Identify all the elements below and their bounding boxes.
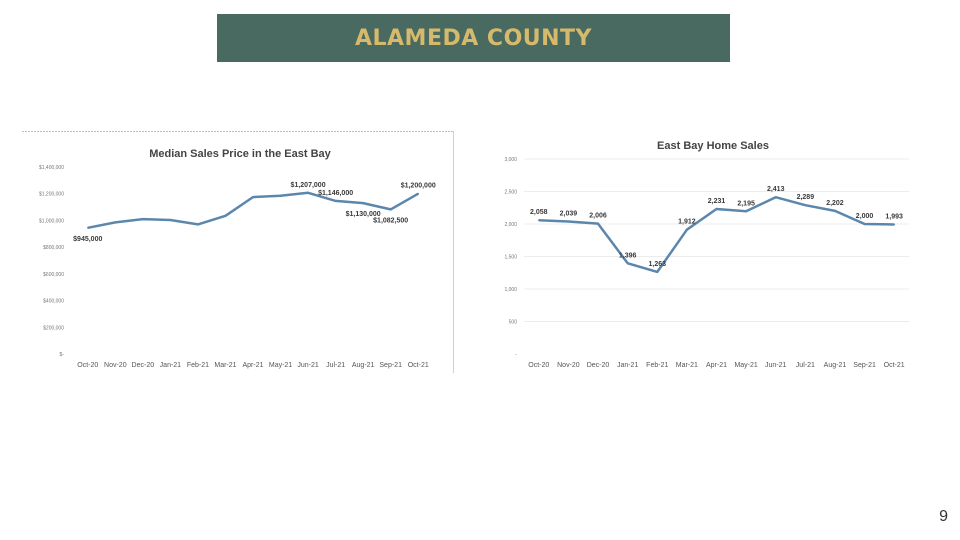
data-label: 2,058	[530, 209, 548, 216]
data-point	[389, 208, 392, 211]
x-tick-label: Jun-21	[297, 362, 319, 369]
data-point	[417, 192, 420, 195]
data-label: 1,912	[678, 219, 696, 226]
data-label: 1,396	[619, 252, 637, 259]
x-tick-label: Jun-21	[765, 362, 787, 369]
home-sales-chart: East Bay Home Sales - 500 1,000 1,500 2,000 2…	[504, 140, 909, 369]
data-point	[597, 222, 599, 225]
x-tick-label: Jul-21	[326, 362, 345, 369]
data-label: 2,000	[856, 213, 874, 220]
data-point	[252, 196, 254, 198]
data-point	[169, 219, 172, 221]
data-point	[863, 223, 866, 225]
data-label: $1,207,000	[291, 182, 326, 189]
data-point	[686, 228, 688, 231]
data-label: 2,195	[737, 200, 755, 207]
data-label: $1,082,500	[373, 217, 408, 224]
x-tick-label: Oct-20	[77, 362, 98, 369]
x-tick-label: Sep-21	[853, 362, 876, 369]
x-tick-label: Dec-20	[132, 362, 155, 369]
data-point	[774, 196, 777, 198]
data-label: $1,130,000	[346, 211, 381, 218]
data-label: 2,289	[797, 194, 815, 201]
x-tick-label: Nov-20	[104, 362, 127, 369]
x-tick-label: Oct-21	[884, 362, 905, 369]
data-label: 1,993	[885, 213, 903, 220]
y-tick-label: $400,000	[43, 299, 64, 305]
data-label: 2,413	[767, 186, 785, 193]
x-tick-label: May-21	[269, 362, 292, 369]
x-tick-label: Feb-21	[646, 362, 668, 369]
x-tick-label: Oct-21	[408, 362, 429, 369]
x-tick-label: Jul-21	[796, 362, 815, 369]
x-tick-label: Aug-21	[824, 362, 847, 369]
data-label: 2,039	[560, 210, 578, 217]
data-point	[307, 191, 309, 194]
data-point	[715, 208, 718, 210]
x-tick-label: May-21	[734, 362, 757, 369]
x-tick-label: Mar-21	[214, 362, 236, 369]
x-tick-label: Mar-21	[676, 362, 698, 369]
data-point	[745, 210, 747, 213]
data-point	[224, 214, 227, 217]
data-point	[567, 220, 570, 223]
chart-title: Median Sales Price in the East Bay	[149, 148, 331, 160]
data-point	[334, 200, 337, 202]
x-tick-label: Apr-21	[242, 362, 263, 369]
y-tick-label: 1,500	[504, 255, 517, 261]
data-point	[656, 271, 659, 273]
x-tick-label: Apr-21	[706, 362, 727, 369]
y-tick-label: $600,000	[43, 272, 64, 278]
data-label: $1,146,000	[318, 190, 353, 197]
data-point	[626, 262, 629, 265]
x-tick-label: Oct-20	[528, 362, 549, 369]
y-tick-label: $-	[60, 352, 65, 358]
y-tick-label: $800,000	[43, 245, 64, 251]
data-point	[86, 226, 89, 229]
median-price-chart: Median Sales Price in the East Bay $- $20…	[22, 131, 454, 373]
slide-title: ALAMEDA COUNTY	[354, 25, 592, 51]
data-point	[142, 218, 144, 220]
chart-title: East Bay Home Sales	[657, 140, 769, 152]
data-point	[893, 223, 895, 226]
x-tick-label: Dec-20	[587, 362, 610, 369]
y-tick-label: $1,400,000	[39, 165, 64, 171]
x-tick-label: Jan-21	[160, 362, 182, 369]
data-point	[804, 204, 807, 207]
x-tick-label: Sep-21	[379, 362, 402, 369]
data-label: 2,202	[826, 200, 844, 207]
data-point	[197, 223, 199, 226]
y-tick-label: $1,200,000	[39, 192, 64, 198]
data-point	[114, 221, 117, 224]
y-tick-label: 500	[509, 320, 518, 326]
page-number: 9	[939, 508, 948, 525]
data-label: 2,231	[708, 198, 726, 205]
y-tick-label: $200,000	[43, 325, 64, 331]
y-tick-label: 2,500	[504, 190, 517, 196]
data-label: $1,200,000	[401, 183, 436, 190]
data-point	[279, 194, 282, 197]
data-point	[834, 210, 836, 212]
y-tick-label: 3,000	[504, 157, 517, 163]
y-tick-label: 2,000	[504, 222, 517, 228]
data-label: $945,000	[73, 236, 102, 243]
data-point	[538, 219, 540, 222]
y-tick-label: 1,000	[504, 287, 517, 293]
data-point	[362, 202, 364, 204]
x-tick-label: Nov-20	[557, 362, 580, 369]
x-tick-label: Jan-21	[617, 362, 639, 369]
x-tick-label: Aug-21	[352, 362, 375, 369]
y-tick-label: $1,000,000	[39, 218, 64, 224]
y-tick-label: -	[515, 352, 517, 358]
data-label: 1,263	[649, 261, 667, 268]
title-banner: ALAMEDA COUNTY	[217, 14, 730, 62]
data-label: 2,006	[589, 213, 607, 220]
x-tick-label: Feb-21	[187, 362, 209, 369]
